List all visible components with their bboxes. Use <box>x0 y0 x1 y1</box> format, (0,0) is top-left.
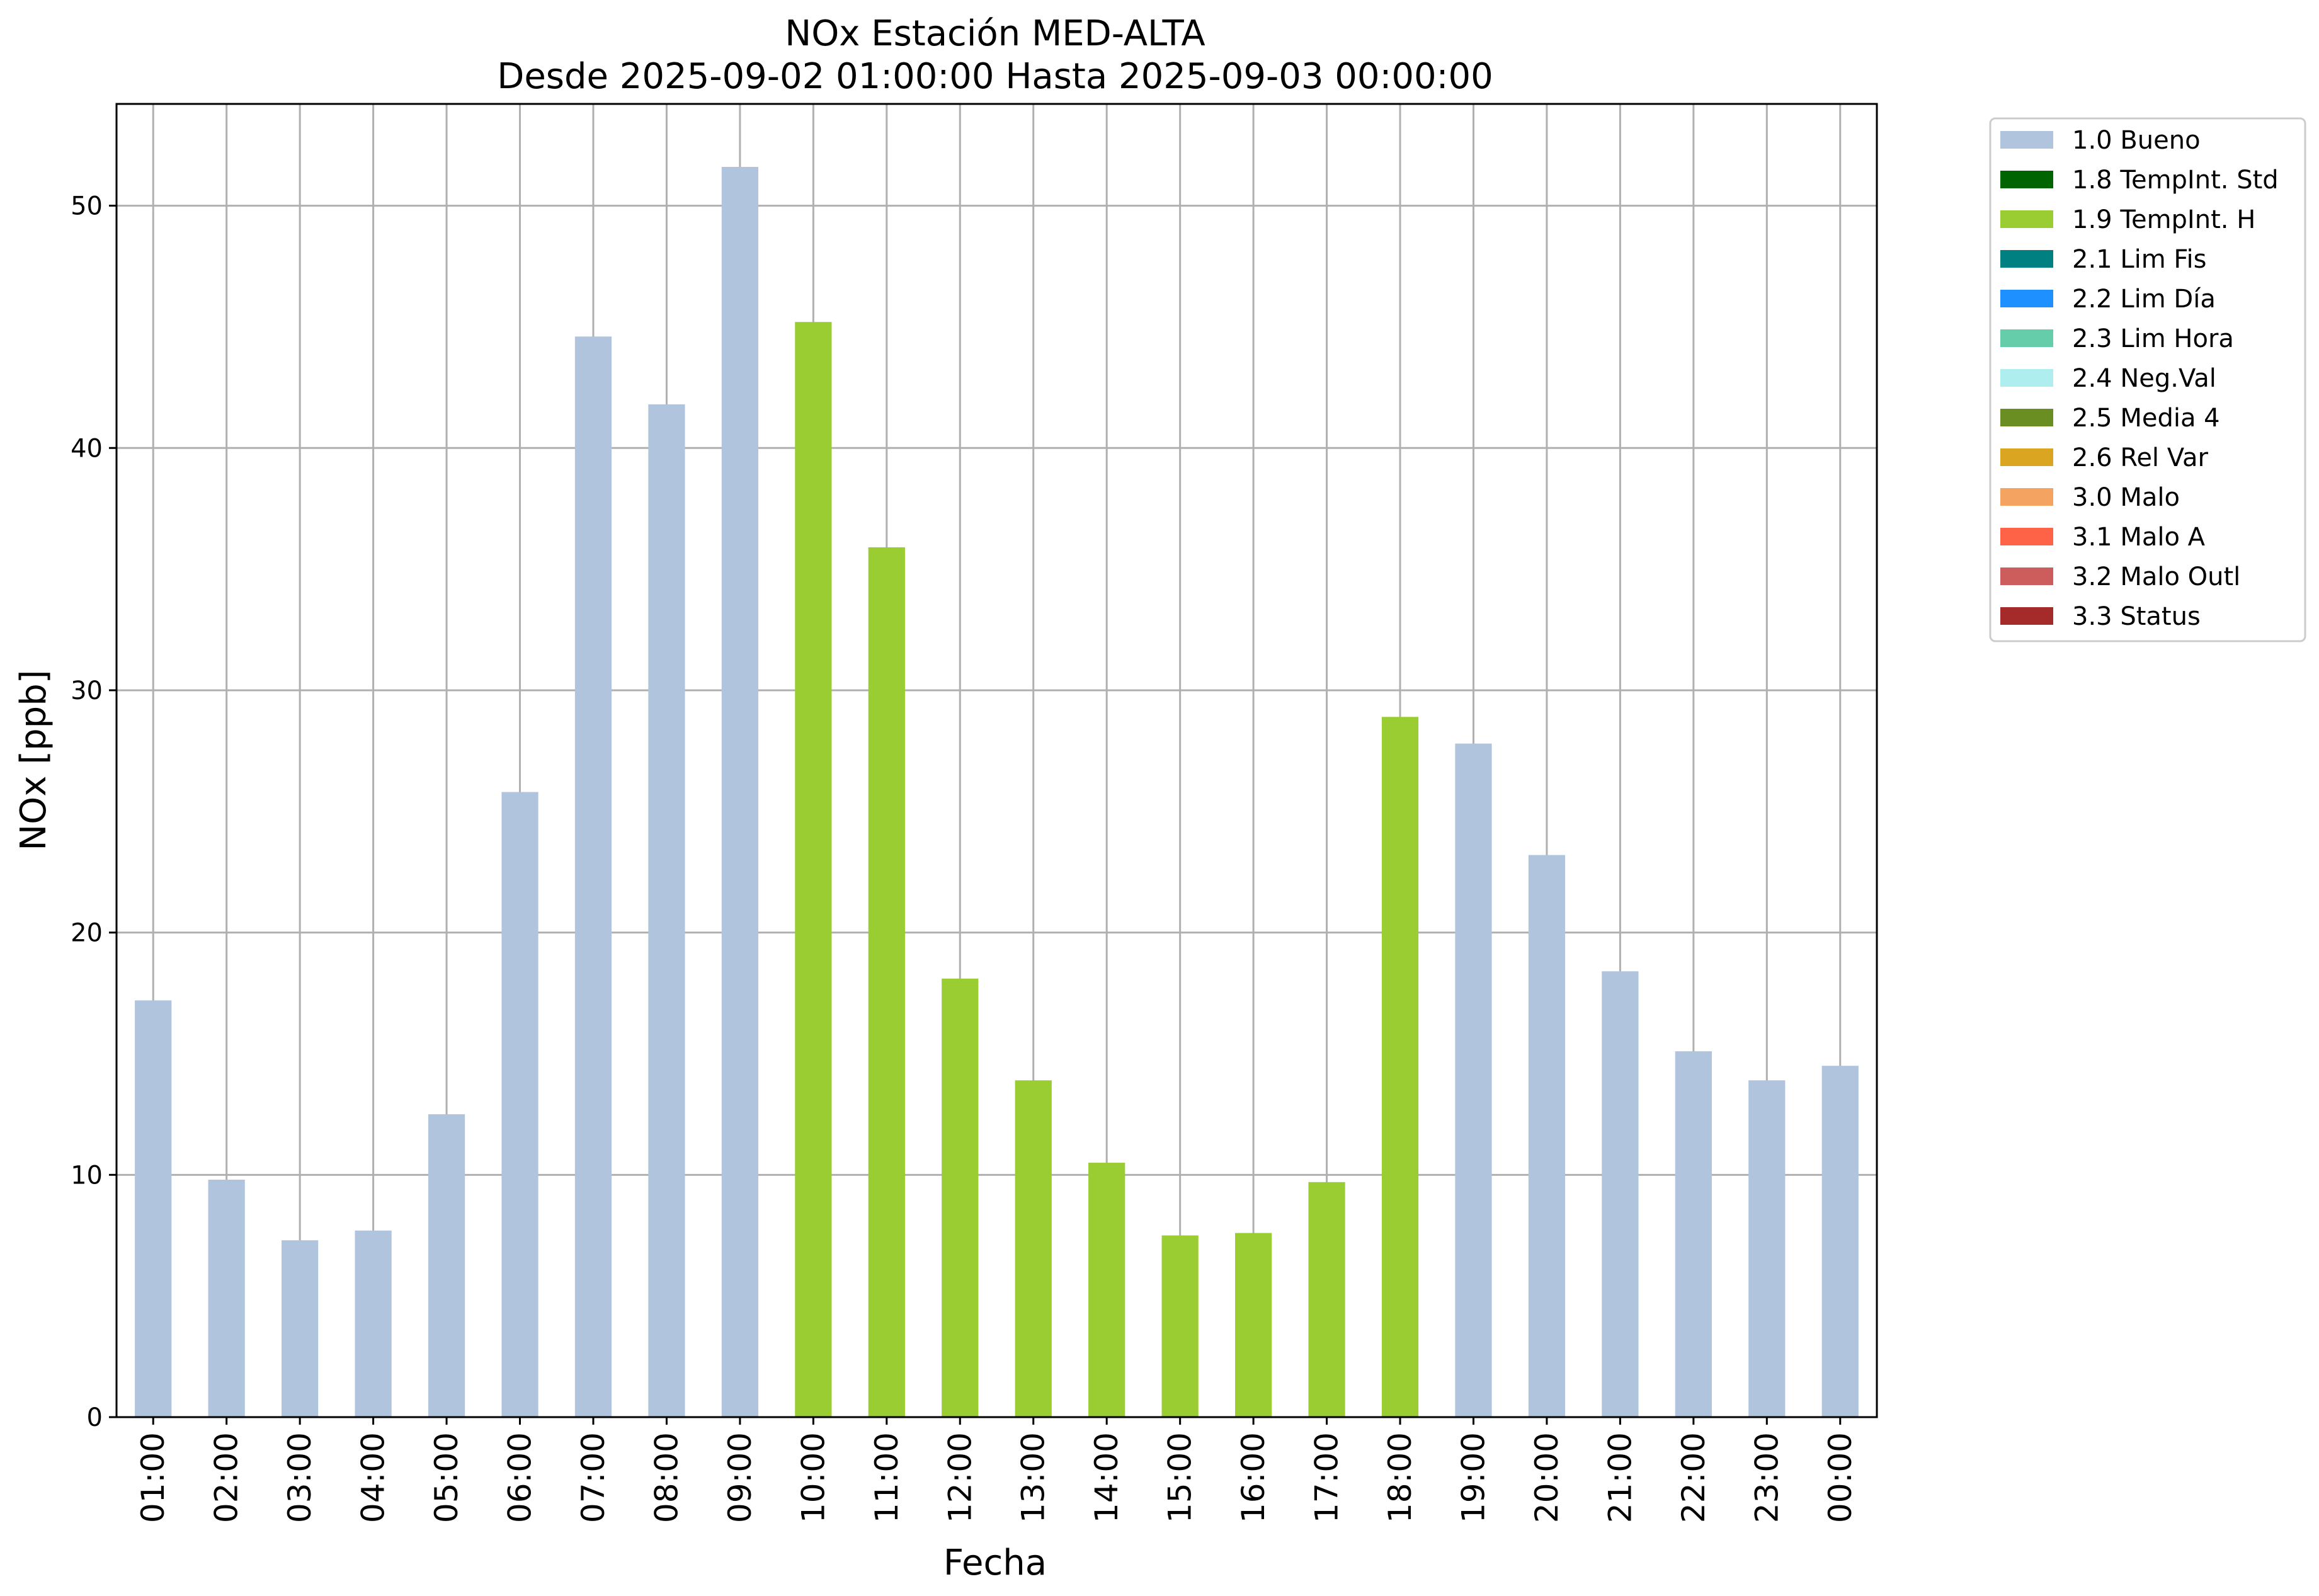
y-tick-label: 50 <box>71 192 103 221</box>
y-tick-label: 10 <box>71 1161 103 1190</box>
plot-frame <box>115 103 1878 1418</box>
x-tick-label: 04:00 <box>355 1432 392 1523</box>
x-tick-label: 13:00 <box>1015 1432 1052 1523</box>
bar-0200 <box>208 1180 245 1417</box>
chart-title: NOx Estación MED-ALTA <box>785 13 1205 54</box>
bar-1600 <box>1234 1233 1272 1417</box>
x-tick-label: 22:00 <box>1675 1432 1712 1523</box>
bar-1900 <box>1455 743 1492 1417</box>
legend-label: 2.6 Rel Var <box>2072 443 2209 472</box>
legend-swatch <box>2000 131 2053 149</box>
bar-0400 <box>355 1230 392 1417</box>
bar-0300 <box>282 1240 319 1417</box>
x-tick-label: 01:00 <box>135 1432 171 1523</box>
bar-2000 <box>1528 855 1566 1417</box>
legend-label: 3.3 Status <box>2072 602 2201 631</box>
legend-label: 3.0 Malo <box>2072 483 2180 512</box>
legend-swatch <box>2000 250 2053 268</box>
bars <box>135 167 1859 1418</box>
x-tick-label: 11:00 <box>869 1432 905 1523</box>
x-tick-label: 06:00 <box>502 1432 538 1523</box>
legend-label: 3.2 Malo Outl <box>2072 562 2240 591</box>
bar-0600 <box>501 792 538 1417</box>
bar-1200 <box>942 978 979 1417</box>
legend-label: 1.9 TempInt. H <box>2072 205 2255 234</box>
x-tick-label: 20:00 <box>1529 1432 1565 1523</box>
bar-0800 <box>648 404 685 1418</box>
legend-label: 1.8 TempInt. Std <box>2072 166 2279 195</box>
legend: 1.0 Bueno 1.8 TempInt. Std 1.9 TempInt. H 2… <box>1989 117 2306 642</box>
x-tick-label: 03:00 <box>282 1432 318 1523</box>
legend-swatch <box>2000 567 2053 585</box>
x-tick-label: 23:00 <box>1748 1432 1785 1523</box>
bar-0500 <box>428 1114 465 1417</box>
legend-label: 1.0 Bueno <box>2072 126 2201 155</box>
bar-1400 <box>1088 1163 1125 1417</box>
legend-swatch <box>2000 210 2053 228</box>
x-tick-label: 09:00 <box>722 1432 758 1523</box>
bar-1000 <box>795 322 832 1417</box>
y-tick-label: 20 <box>71 919 103 948</box>
bar-1700 <box>1308 1182 1345 1417</box>
legend-swatch <box>2000 171 2053 188</box>
legend-swatch <box>2000 409 2053 426</box>
legend-label: 2.3 Lim Hora <box>2072 324 2234 353</box>
bar-2300 <box>1748 1080 1786 1417</box>
bar-1100 <box>868 547 905 1417</box>
legend-swatch <box>2000 329 2053 347</box>
bar-0100 <box>135 1000 172 1417</box>
x-axis-ticks: 01:00 02:00 03:00 04:00 05:00 06:00 07:00 08:00… <box>135 1417 1859 1523</box>
bar-2200 <box>1675 1051 1712 1417</box>
legend-swatch <box>2000 488 2053 506</box>
bar-1500 <box>1161 1235 1199 1417</box>
bar-2100 <box>1602 971 1639 1417</box>
x-tick-label: 16:00 <box>1235 1432 1272 1523</box>
x-tick-label: 21:00 <box>1602 1432 1638 1523</box>
legend-label: 2.5 Media 4 <box>2072 404 2220 433</box>
y-tick-label: 40 <box>71 434 103 463</box>
y-axis-ticks: 0 10 20 30 40 50 <box>71 192 117 1432</box>
legend-label: 2.4 Neg.Val <box>2072 364 2216 393</box>
x-tick-label: 12:00 <box>942 1432 978 1523</box>
legend-swatch <box>2000 290 2053 307</box>
legend-label: 3.1 Malo A <box>2072 523 2206 552</box>
bar-0700 <box>574 336 612 1418</box>
x-tick-label: 19:00 <box>1455 1432 1491 1523</box>
y-tick-label: 0 <box>87 1403 103 1432</box>
x-tick-label: 05:00 <box>428 1432 465 1523</box>
x-axis-label: Fecha <box>943 1542 1047 1583</box>
x-tick-label: 07:00 <box>575 1432 612 1523</box>
chart-subtitle: Desde 2025-09-02 01:00:00 Hasta 2025-09-… <box>497 56 1493 97</box>
legend-swatch <box>2000 607 2053 625</box>
bar-1300 <box>1015 1080 1052 1417</box>
x-tick-label: 00:00 <box>1822 1432 1859 1523</box>
x-tick-label: 08:00 <box>648 1432 685 1523</box>
legend-swatch <box>2000 528 2053 545</box>
y-tick-label: 30 <box>71 676 103 705</box>
legend-swatch <box>2000 369 2053 387</box>
x-tick-label: 18:00 <box>1382 1432 1418 1523</box>
x-tick-label: 15:00 <box>1162 1432 1199 1523</box>
x-tick-label: 02:00 <box>208 1432 245 1523</box>
legend-label: 2.1 Lim Fis <box>2072 245 2206 274</box>
x-tick-label: 14:00 <box>1088 1432 1125 1523</box>
bar-0900 <box>721 167 759 1418</box>
legend-label: 2.2 Lim Día <box>2072 285 2216 314</box>
x-tick-label: 17:00 <box>1309 1432 1345 1523</box>
legend-box <box>1989 117 2306 642</box>
y-axis-label: NOx [ppb] <box>13 670 54 850</box>
bar-1800 <box>1381 717 1419 1417</box>
bar-0000 <box>1821 1066 1859 1417</box>
legend-swatch <box>2000 448 2053 466</box>
x-tick-label: 10:00 <box>795 1432 831 1523</box>
